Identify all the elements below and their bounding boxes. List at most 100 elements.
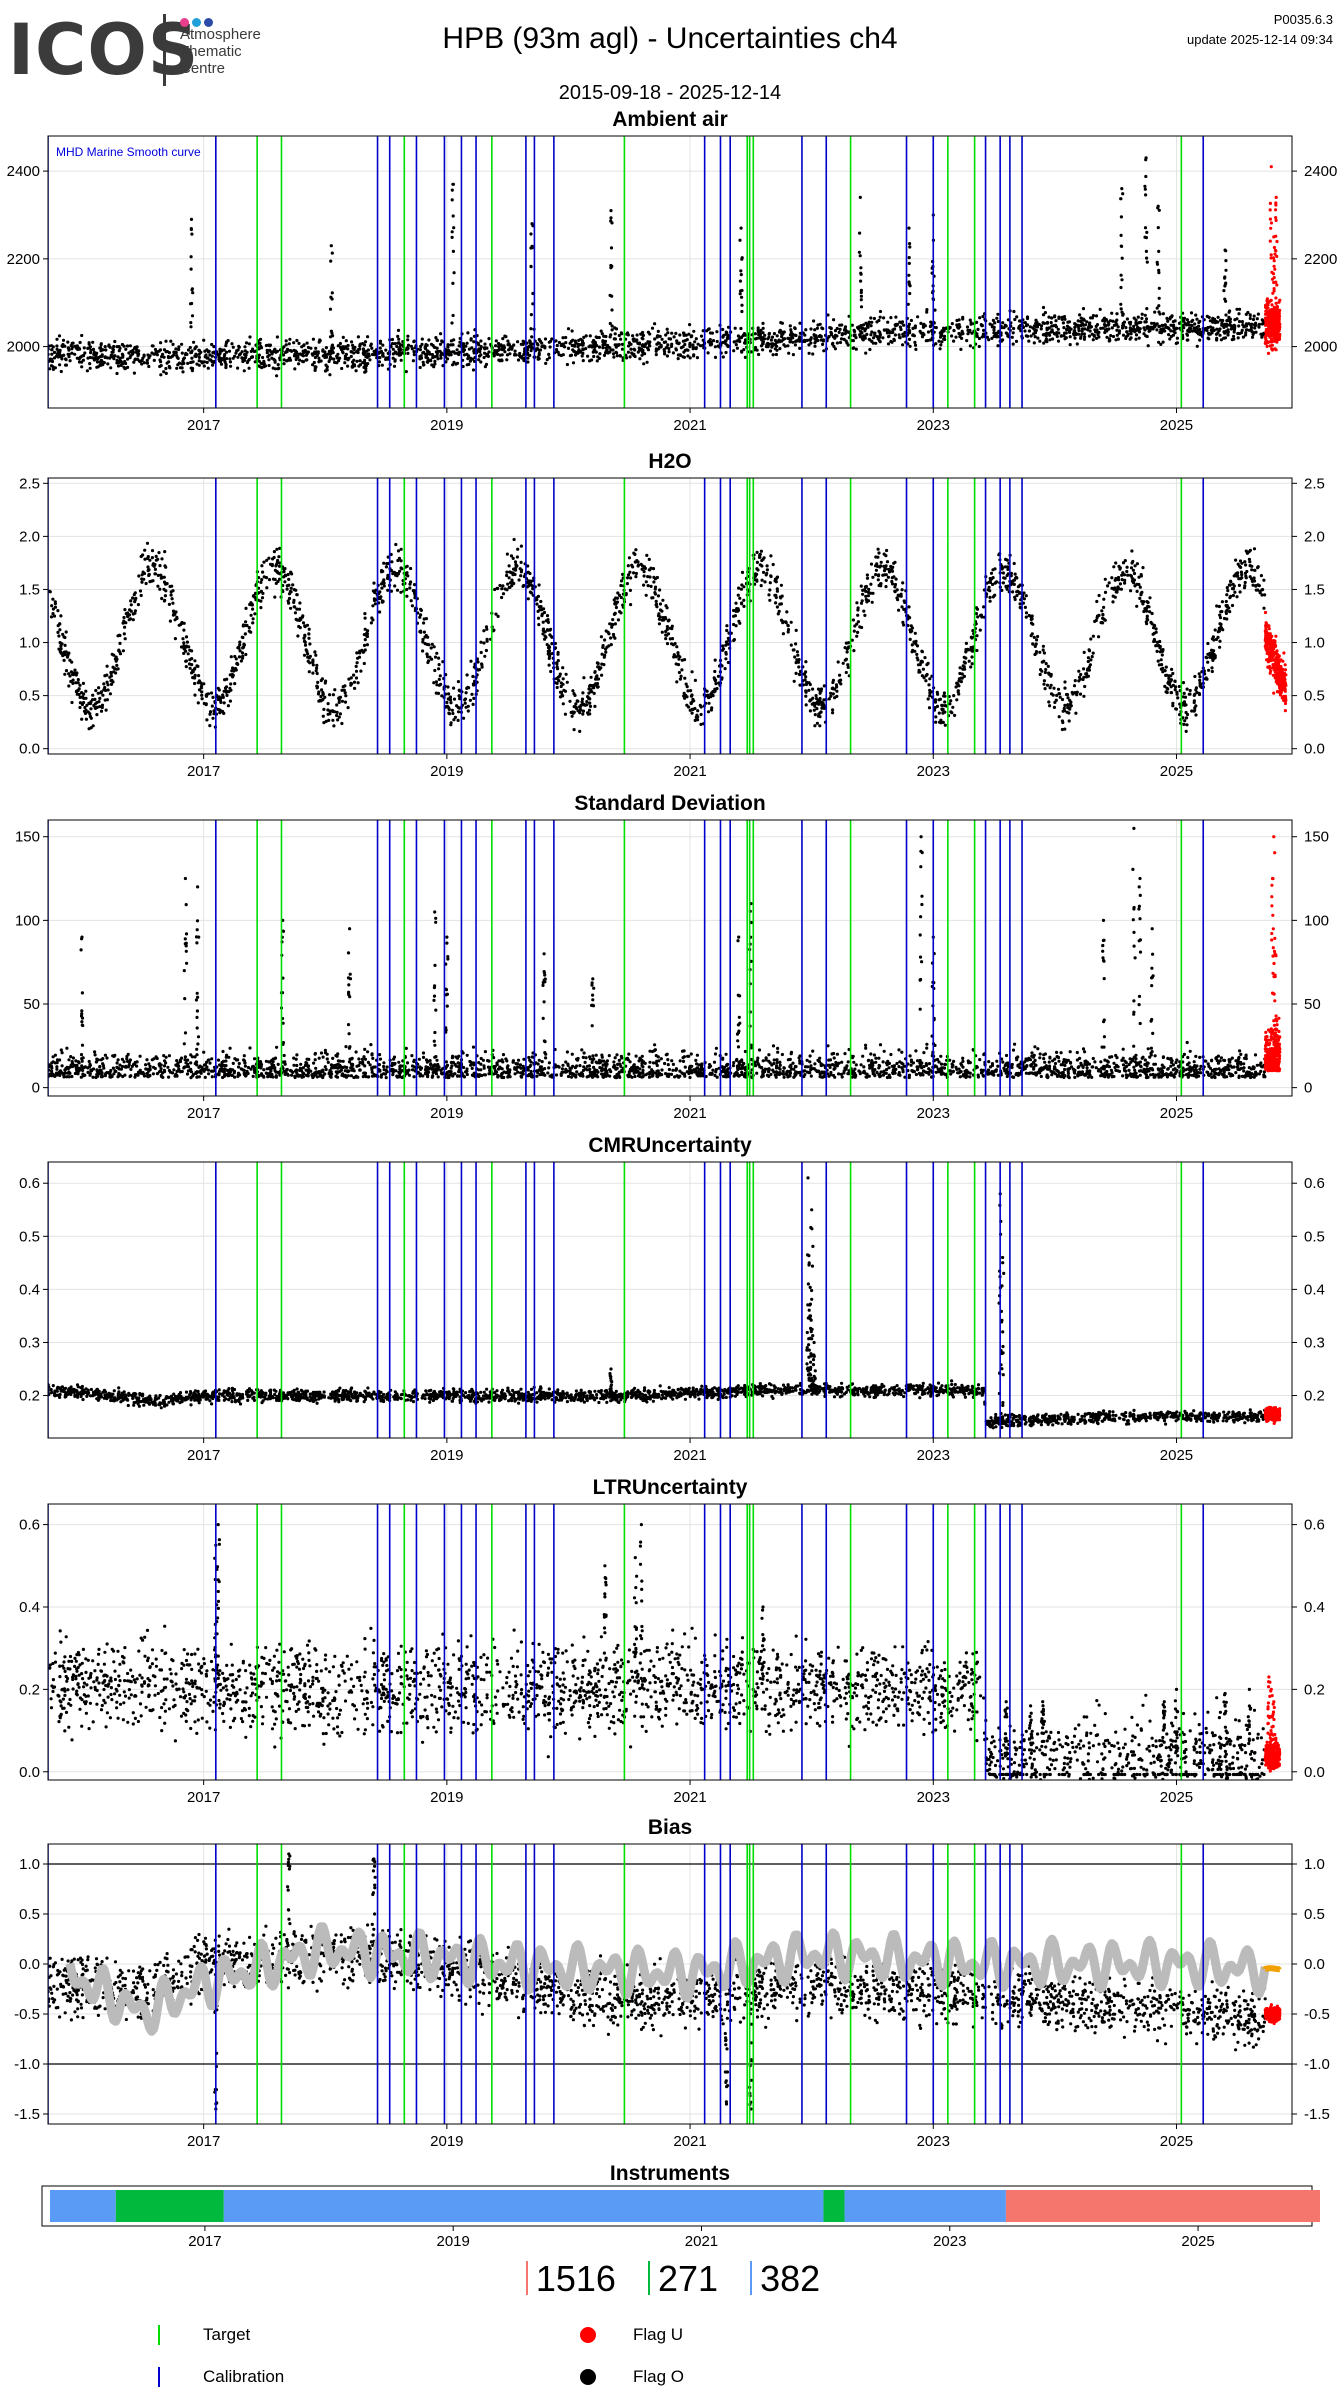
plot-area [48, 1504, 1282, 1780]
legend-flag-u-label: Flag U [633, 2325, 684, 2344]
x-tick-label: 2023 [917, 417, 950, 434]
count-value: 382 [760, 2258, 821, 2299]
y-tick-label: 0.6 [19, 1517, 40, 1534]
y-tick-label: 2200 [1304, 251, 1337, 268]
instrument-segment [1005, 2190, 1320, 2222]
flag_o-points [48, 826, 1267, 1080]
y-tick-label: 0 [32, 1080, 40, 1097]
logo-subtitle-line: Thematic [180, 43, 242, 60]
y-tick-label: 0.0 [1304, 741, 1325, 758]
y-tick-label: 150 [15, 829, 40, 846]
y-tick-label: 50 [1304, 996, 1321, 1013]
y-tick-label: -1.5 [14, 2106, 40, 2123]
icos-logo: ICOS [8, 9, 200, 91]
instrument-segment [844, 2190, 1006, 2222]
y-tick-label: 0.0 [19, 1764, 40, 1781]
y-tick-label: 0.4 [19, 1599, 40, 1616]
y-tick-label: 0.5 [1304, 1228, 1325, 1245]
x-tick-label: 2023 [917, 1447, 950, 1464]
x-tick-label: 2017 [187, 2133, 220, 2150]
y-tick-label: 0.2 [19, 1388, 40, 1405]
instrument-segment [823, 2190, 845, 2222]
y-tick-label: 2400 [1304, 163, 1337, 180]
plot-area [48, 1162, 1282, 1438]
legend-calibration-label: Calibration [203, 2367, 285, 2386]
x-tick-label: 2021 [673, 2133, 706, 2150]
x-tick-label: 2023 [917, 1105, 950, 1122]
chart-annotation: MHD Marine Smooth curve [56, 145, 201, 159]
flag_u-points [1263, 835, 1282, 1073]
legend-target-label: Target [203, 2325, 251, 2344]
instruments-tick-label: 2023 [933, 2233, 966, 2250]
chart-panel: -1.5 -1.5 -1.0 -1.0 -0.5 -0.5 0.0 0.0 0.5 0.5 1.0 1… [14, 1843, 1330, 2150]
flag_u-points [1263, 2003, 1282, 2026]
x-tick-label: 2023 [917, 2133, 950, 2150]
y-tick-label: 0.2 [1304, 1388, 1325, 1405]
panel-title: H2O [648, 450, 692, 473]
x-tick-label: 2025 [1160, 417, 1193, 434]
logo-subtitle: Atmosphere Thematic Centre [180, 26, 261, 77]
y-tick-label: 1.0 [19, 1856, 40, 1873]
x-tick-label: 2023 [917, 763, 950, 780]
y-tick-label: 100 [1304, 912, 1329, 929]
y-tick-label: 0.2 [1304, 1681, 1325, 1698]
y-tick-label: 0.5 [19, 688, 40, 705]
y-tick-label: -1.5 [1304, 2106, 1330, 2123]
count-value: 1516 [535, 2258, 616, 2299]
y-tick-label: 100 [15, 912, 40, 929]
smooth-line [65, 1922, 1270, 2036]
plot-area [48, 136, 1282, 408]
orange-line [1262, 1965, 1283, 1973]
instruments-title: Instruments [609, 2162, 731, 2185]
legend-flag-o-swatch [580, 2369, 596, 2385]
instruments-tick-label: 2025 [1181, 2233, 1214, 2250]
date-range: 2015-09-18 - 2025-12-14 [558, 82, 782, 104]
x-tick-label: 2025 [1160, 2133, 1193, 2150]
logo-dot [192, 18, 201, 27]
y-tick-label: 0.0 [19, 741, 40, 758]
y-tick-label: 0.5 [19, 1228, 40, 1245]
update-timestamp: update 2025-12-14 09:34 [1186, 32, 1333, 47]
flag_o-points [48, 1176, 1267, 1430]
x-tick-label: 2019 [430, 417, 463, 434]
x-tick-label: 2017 [187, 1105, 220, 1122]
x-tick-label: 2025 [1160, 763, 1193, 780]
flag_o-points [48, 156, 1267, 378]
flag_o-points [48, 1523, 1267, 1780]
y-tick-label: 1.0 [1304, 1856, 1325, 1873]
instruments-bar: 2017 2019 2021 2023 2025 [41, 2185, 1320, 2250]
y-tick-label: 2000 [1304, 339, 1337, 356]
y-tick-label: 2.5 [19, 475, 40, 492]
instrument-segment [223, 2190, 824, 2222]
plot-frame [47, 1161, 1293, 1439]
instruments-tick-label: 2021 [685, 2233, 718, 2250]
version-label: P0035.6.3 [1273, 12, 1333, 27]
instruments-tick-label: 2017 [188, 2233, 221, 2250]
panel-title: Ambient air [612, 108, 728, 131]
count-0-marker [525, 2261, 528, 2295]
x-tick-label: 2019 [430, 1105, 463, 1122]
y-tick-label: 2400 [7, 163, 40, 180]
legend-calibration-swatch [158, 2367, 160, 2387]
flag_o-points [48, 537, 1267, 733]
x-tick-label: 2017 [187, 1789, 220, 1806]
plot-frame [47, 135, 1293, 409]
y-tick-label: 2.5 [1304, 475, 1325, 492]
counts-row: 1516 271 382 [0, 2258, 1340, 2300]
flag_u-points [1263, 1405, 1282, 1425]
x-tick-label: 2021 [673, 763, 706, 780]
y-tick-label: 0.4 [19, 1281, 40, 1298]
x-tick-label: 2019 [430, 1789, 463, 1806]
count-1-marker [647, 2261, 650, 2295]
instruments-tick-label: 2019 [437, 2233, 470, 2250]
y-tick-label: 0 [1304, 1080, 1312, 1097]
legend-target-swatch [158, 2325, 160, 2345]
page-title: HPB (93m agl) - Uncertainties ch4 [442, 22, 898, 55]
y-tick-label: 0.6 [1304, 1517, 1325, 1534]
logo-divider [163, 14, 166, 86]
panel-title: Bias [647, 1816, 693, 1839]
y-tick-label: -1.0 [14, 2056, 40, 2073]
x-tick-label: 2025 [1160, 1447, 1193, 1464]
instrument-segment [115, 2190, 224, 2222]
